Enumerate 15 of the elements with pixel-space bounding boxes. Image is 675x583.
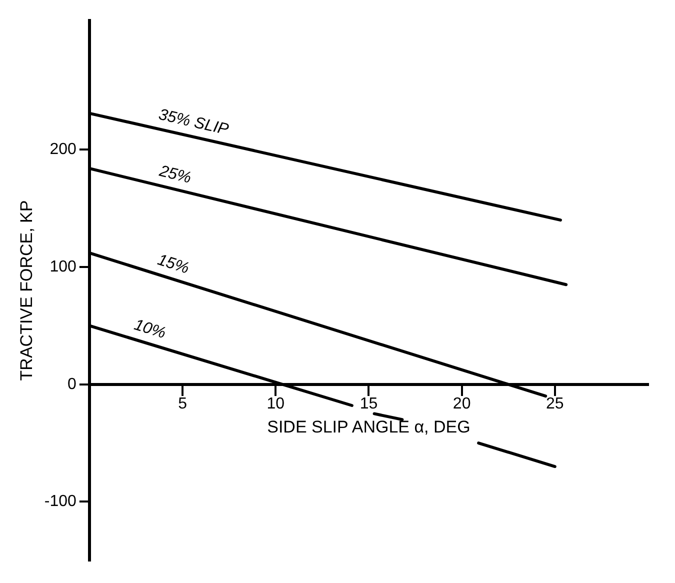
y-tick-label: 100	[50, 258, 77, 276]
text: 25%	[156, 162, 193, 187]
text: 15%	[155, 252, 192, 278]
text: 10%	[132, 316, 168, 342]
text: 35% SLIP	[156, 106, 230, 139]
x-tick-label: 5	[178, 395, 188, 412]
x-tick-label: 15	[360, 395, 378, 412]
y-tick-label: 0	[68, 376, 77, 393]
x-tick-label: 20	[452, 395, 471, 412]
y-tick-label: 200	[50, 141, 77, 158]
x-tick-label: 25	[546, 395, 564, 412]
y-tick-label: -100	[44, 493, 77, 510]
y-axis-title: TRACTIVE FORCE, KP	[16, 200, 36, 381]
x-axis-title: SIDE SLIP ANGLE α, DEG	[267, 417, 470, 436]
x-tick-label: 10	[266, 395, 285, 412]
